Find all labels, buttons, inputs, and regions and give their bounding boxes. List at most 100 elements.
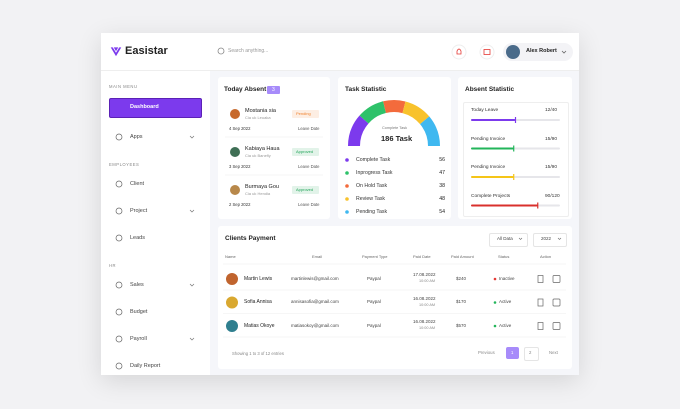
page-link[interactable]: 1 [511, 350, 514, 355]
paid-time: 10:00 AM [419, 302, 436, 307]
client-email: martinlewis@gmail.com [291, 275, 339, 281]
sidebar-chevron [189, 135, 195, 139]
user-chevron [561, 50, 567, 54]
client-email: annisasofia@gmail.com [291, 299, 339, 304]
progress-fill [471, 176, 514, 178]
legend-value: 48 [439, 196, 445, 202]
mail-button [479, 44, 495, 60]
card-title: Task Statistic [345, 86, 387, 93]
filter-label[interactable]: All Data [497, 236, 513, 241]
sidebar-item-label[interactable]: Payroll [130, 336, 147, 342]
leave-date-label: Leave Date [298, 126, 320, 131]
stat-label: Today Leave [471, 108, 499, 113]
stat-ratio: 15/90 [545, 136, 558, 142]
status-badge [292, 148, 319, 156]
sidebar-item-label[interactable]: Client [130, 181, 145, 187]
gauge-segment [348, 115, 369, 146]
legend-label: Pending Task [356, 209, 388, 215]
paid-time: 10:00 AM [419, 279, 436, 283]
sidebar-item-active[interactable] [109, 98, 202, 118]
paid-time: 10:00 AM [419, 326, 436, 330]
employee-name: Mostania sia [245, 108, 276, 114]
search-placeholder: Search anything... [228, 48, 269, 54]
sidebar-item-label[interactable]: Sales [130, 282, 144, 288]
filter-dropdown[interactable] [489, 233, 528, 247]
client-name: Sofia Annisa [244, 299, 272, 305]
edit-icon [552, 298, 561, 307]
count-badge-value: 3 [272, 87, 275, 93]
avatar [226, 296, 238, 309]
page-button[interactable] [506, 347, 519, 359]
stat-ratio: 90/120 [545, 193, 560, 199]
leave-date-label: Leave Date [298, 164, 320, 169]
payment-type: Paypal [367, 322, 381, 328]
sidebar-icon [115, 234, 123, 242]
stat-label: Pending Invoice [471, 165, 506, 170]
status-label: Active [499, 299, 512, 304]
column-header: Paid Date [413, 254, 431, 259]
bell-icon [456, 48, 462, 55]
leave-date: 4 Sep 2022 [229, 126, 251, 131]
sidebar-item-label[interactable]: Project [130, 208, 148, 214]
legend-dot [345, 171, 349, 175]
logo-icon [109, 46, 123, 58]
gauge-segment [420, 116, 440, 146]
column-header: Status [498, 254, 510, 259]
paid-amount: $240 [456, 275, 467, 281]
column-header: Email [312, 254, 323, 259]
sidebar-item-label[interactable]: Budget [130, 309, 148, 315]
column-header: Paid Amount [451, 254, 474, 259]
progress-fill [471, 147, 514, 150]
filter-label[interactable]: 2022 [541, 236, 552, 241]
sidebar-chevron [189, 209, 195, 213]
avatar [230, 147, 240, 157]
page-link[interactable]: Previous [478, 350, 495, 355]
stat-box [463, 102, 569, 217]
progress-fill [471, 119, 516, 121]
legend-dot [345, 197, 349, 201]
client-name: Martin Lewis [244, 275, 273, 282]
employee-role: Cia uk Leuaka [245, 115, 271, 120]
payment-type: Paypal [367, 275, 381, 281]
sidebar-section-title: EMPLOYEES [109, 162, 140, 167]
logo-text: Easistar [125, 45, 168, 57]
employee-name: Burmaya Gou [245, 184, 279, 190]
filter-dropdown[interactable] [533, 233, 567, 247]
status-label: Pending [296, 111, 311, 116]
status-label: Inactive [499, 275, 515, 281]
sidebar-item-label[interactable]: Daily Report [130, 363, 161, 369]
sidebar-item-label[interactable]: Apps [130, 134, 143, 140]
stat-label: Pending Invoice [471, 136, 506, 142]
sidebar-section-title: MAIN MENU [109, 84, 138, 89]
gauge-segment [359, 101, 386, 124]
edit-icon [552, 322, 561, 330]
user-pill [503, 43, 573, 61]
sidebar-item-label[interactable]: Dashboard [130, 104, 159, 110]
employee-role: Cia uk Banefly [245, 153, 271, 158]
delete-icon [537, 275, 544, 283]
legend-value: 54 [439, 209, 445, 215]
gauge-segment [402, 101, 430, 125]
mail-icon [483, 49, 491, 55]
card [218, 226, 572, 369]
paid-date: 16.08.2022 [413, 295, 436, 301]
avatar [226, 273, 238, 285]
legend-value: 47 [439, 170, 445, 176]
page-link[interactable]: Next [549, 350, 558, 355]
sidebar-chevron [189, 337, 195, 341]
paid-date: 17.08.2022 [413, 272, 436, 277]
page-link[interactable]: 2 [529, 350, 532, 355]
employee-role: Cia uk Hendia [245, 191, 271, 196]
search-icon [217, 47, 225, 55]
status-dot [493, 324, 497, 328]
column-header: Name [225, 254, 236, 259]
page-button[interactable] [524, 347, 539, 361]
sidebar-icon [115, 207, 123, 215]
count-badge [267, 86, 280, 94]
sidebar-icon [115, 281, 123, 289]
sidebar-item-label[interactable]: Leads [130, 235, 145, 241]
sidebar-chevron [189, 283, 195, 287]
legend-label: Complete Task [356, 157, 391, 163]
card-title: Clients Payment [225, 235, 276, 242]
